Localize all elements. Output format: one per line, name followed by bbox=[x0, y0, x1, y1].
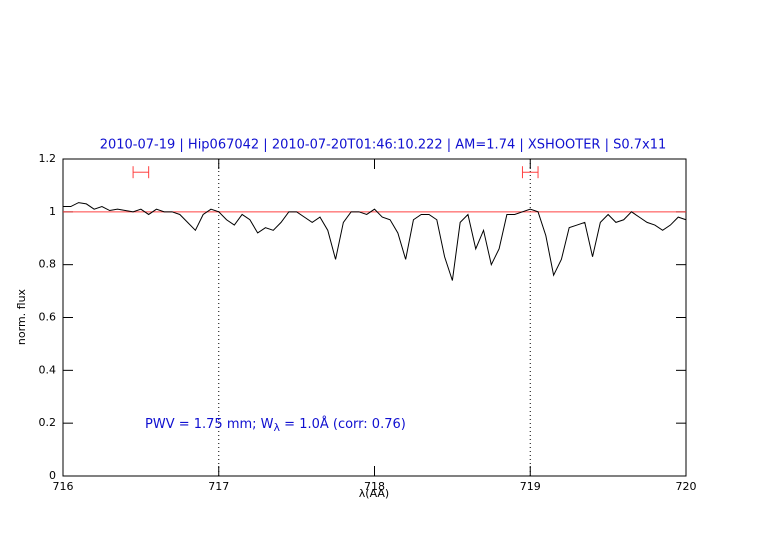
x-tick-label: 717 bbox=[208, 480, 229, 493]
annotation: PWV = 1.75 mm; Wλ = 1.0Å (corr: 0.76) bbox=[145, 416, 406, 435]
y-tick-label: 1.2 bbox=[39, 152, 57, 165]
y-axis-label: norm. flux bbox=[15, 288, 28, 345]
y-tick-label: 0.6 bbox=[39, 311, 57, 324]
y-tick-label: 0.2 bbox=[39, 416, 57, 429]
spectrum-line bbox=[63, 202, 687, 281]
chart-title: 2010-07-19 | Hip067042 | 2010-07-20T01:4… bbox=[100, 138, 667, 153]
y-tick-label: 0.4 bbox=[39, 363, 57, 376]
y-tick-label: 0.8 bbox=[39, 258, 57, 271]
y-tick-label: 1 bbox=[49, 205, 56, 218]
annotation-text: PWV = 1.75 mm; W bbox=[145, 417, 274, 432]
x-tick-label: 719 bbox=[520, 480, 541, 493]
x-tick-label: 718 bbox=[364, 480, 385, 493]
x-tick-label: 720 bbox=[676, 480, 697, 493]
annotation-text: = 1.0Å (corr: 0.76) bbox=[280, 416, 406, 432]
x-axis-label: λ(AA) bbox=[359, 487, 389, 500]
x-tick-label: 716 bbox=[53, 480, 74, 493]
y-tick-label: 0 bbox=[49, 469, 56, 482]
annotation-subscript: λ bbox=[274, 421, 281, 434]
